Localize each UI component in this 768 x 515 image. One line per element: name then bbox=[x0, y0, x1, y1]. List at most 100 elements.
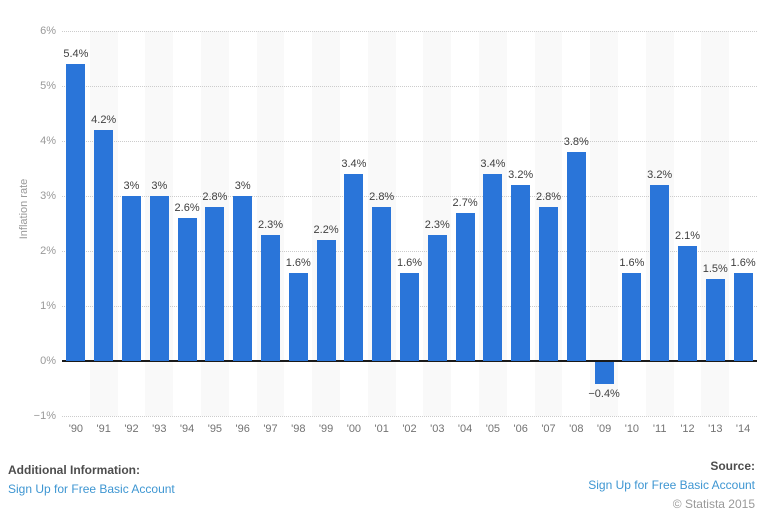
x-tick-label: '90 bbox=[68, 423, 84, 435]
x-tick-label: '12 bbox=[680, 423, 695, 435]
bar[interactable] bbox=[177, 218, 197, 361]
bar[interactable] bbox=[372, 207, 392, 361]
bar[interactable] bbox=[233, 196, 253, 361]
bar-value-label: 4.2% bbox=[91, 114, 117, 126]
gridline bbox=[62, 86, 757, 87]
source-signup-link[interactable]: Sign Up for Free Basic Account bbox=[588, 478, 755, 492]
bar-value-label: 1.5% bbox=[702, 262, 728, 275]
x-tick-label: '07 bbox=[541, 423, 556, 435]
y-tick-label: 1% bbox=[40, 300, 56, 312]
bar[interactable] bbox=[344, 174, 364, 361]
additional-information-block: Additional Information: Sign Up for Free… bbox=[8, 461, 175, 499]
x-tick-label: '04 bbox=[457, 423, 473, 435]
bar-value-label: 1.6% bbox=[396, 257, 423, 269]
y-tick-label: 2% bbox=[40, 245, 56, 257]
x-tick-label: '03 bbox=[430, 423, 445, 435]
x-tick-label: '10 bbox=[624, 423, 640, 435]
statista-copyright: © Statista 2015 bbox=[672, 497, 755, 511]
y-tick-label: 3% bbox=[40, 190, 56, 202]
bar-value-label: 2.8% bbox=[202, 191, 228, 203]
bar[interactable] bbox=[288, 273, 308, 361]
bar-value-label: 2.2% bbox=[313, 224, 339, 236]
bar-value-label: 3% bbox=[123, 180, 140, 192]
bar-value-label: 2.6% bbox=[174, 202, 200, 214]
bar[interactable] bbox=[261, 234, 280, 361]
bar-value-label: 3.2% bbox=[508, 169, 534, 181]
x-tick-label: '11 bbox=[652, 423, 667, 435]
gridline bbox=[62, 416, 757, 417]
bar[interactable] bbox=[427, 234, 447, 361]
bar-value-label: 5.4% bbox=[63, 48, 89, 60]
x-tick-label: '13 bbox=[708, 423, 723, 435]
bar[interactable] bbox=[733, 273, 753, 361]
bar[interactable] bbox=[705, 278, 725, 361]
x-tick-label: '93 bbox=[152, 423, 167, 435]
x-tick-label: '14 bbox=[735, 423, 751, 435]
bar-value-label: 2.7% bbox=[452, 196, 478, 209]
bar[interactable] bbox=[566, 152, 586, 361]
y-axis-title: Inflation rate bbox=[18, 178, 30, 240]
x-tick-label: '91 bbox=[96, 423, 111, 435]
bar[interactable] bbox=[400, 273, 419, 361]
y-tick-label: 0% bbox=[40, 355, 56, 367]
bar[interactable] bbox=[316, 240, 336, 361]
bar[interactable] bbox=[205, 207, 225, 361]
zero-axis-line bbox=[62, 360, 757, 362]
bar-value-label: 3.4% bbox=[480, 158, 506, 170]
bar-value-label: 3% bbox=[234, 180, 251, 192]
x-tick-label: '02 bbox=[402, 423, 417, 435]
gridline bbox=[62, 251, 757, 252]
x-tick-label: '92 bbox=[124, 423, 139, 435]
bar[interactable] bbox=[94, 130, 114, 361]
column-stripe bbox=[590, 31, 618, 416]
additional-information-label: Additional Information: bbox=[8, 463, 140, 477]
bar[interactable] bbox=[149, 196, 169, 361]
x-tick-label: '98 bbox=[291, 423, 306, 435]
x-tick-label: '95 bbox=[207, 423, 223, 435]
x-tick-label: '99 bbox=[318, 423, 334, 435]
bar[interactable] bbox=[678, 245, 697, 361]
bar[interactable] bbox=[483, 174, 503, 361]
bar[interactable] bbox=[122, 196, 141, 361]
additional-information-signup-link[interactable]: Sign Up for Free Basic Account bbox=[8, 482, 175, 496]
bar-value-label: 2.3% bbox=[424, 218, 450, 231]
bar-value-label: 3.4% bbox=[341, 158, 367, 170]
bar[interactable] bbox=[594, 362, 614, 384]
bar-value-label: 1.6% bbox=[730, 257, 756, 269]
bar[interactable] bbox=[539, 207, 558, 361]
x-tick-label: '09 bbox=[596, 423, 612, 435]
plot-area: 5.4% 4.2% 3% 3% 2.6% 2.8% 3% 2.3% 1.6% 2.2% 3.4% 2.… bbox=[62, 31, 757, 417]
y-tick-label: 4% bbox=[40, 135, 56, 147]
bar-value-label: 2.8% bbox=[369, 191, 395, 203]
x-tick-label: '00 bbox=[346, 423, 362, 435]
gridline bbox=[62, 196, 757, 197]
bar-value-label: 3.2% bbox=[647, 169, 673, 181]
x-tick-label: '08 bbox=[569, 423, 584, 435]
gridline bbox=[62, 31, 757, 32]
x-tick-label: '01 bbox=[374, 423, 389, 435]
gridline bbox=[62, 141, 757, 142]
bar[interactable] bbox=[622, 273, 642, 361]
bar[interactable] bbox=[66, 64, 86, 361]
x-tick-label: '97 bbox=[263, 423, 278, 435]
x-tick-label: '94 bbox=[179, 423, 195, 435]
bar[interactable] bbox=[511, 185, 531, 361]
bar[interactable] bbox=[455, 212, 475, 361]
source-label: Source: bbox=[710, 459, 755, 473]
bar-value-label: 3% bbox=[151, 180, 168, 192]
x-tick-label: '06 bbox=[513, 423, 528, 435]
bar[interactable] bbox=[650, 185, 670, 361]
bar-value-label: −0.4% bbox=[588, 388, 620, 400]
bar-value-label: 2.8% bbox=[535, 191, 562, 203]
x-tick-label: '96 bbox=[235, 423, 250, 435]
bar-value-label: 1.6% bbox=[285, 257, 311, 269]
x-tick-label: '05 bbox=[485, 423, 501, 435]
bar-value-label: 3.8% bbox=[563, 136, 589, 148]
bar-value-label: 2.3% bbox=[257, 218, 284, 231]
source-block: Source: Sign Up for Free Basic Account ©… bbox=[588, 457, 755, 514]
bar-value-label: 1.6% bbox=[619, 257, 645, 269]
y-tick-label: −1% bbox=[33, 410, 56, 422]
y-tick-label: 6% bbox=[40, 25, 56, 37]
bar-value-label: 2.1% bbox=[674, 229, 701, 242]
